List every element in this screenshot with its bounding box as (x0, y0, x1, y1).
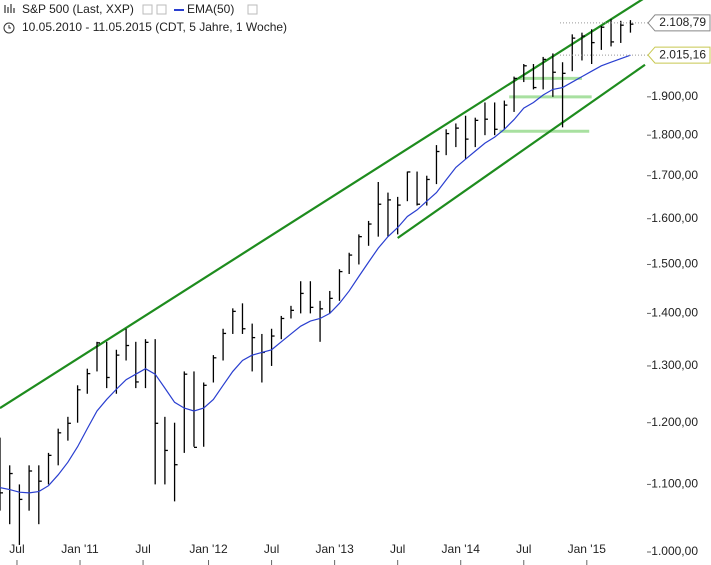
chart-icon (4, 4, 15, 13)
trend-line (397, 63, 646, 239)
price-label: 2.015,16 (659, 47, 706, 61)
x-tick-label: Jul (9, 542, 24, 556)
x-tick-label: Jul (516, 542, 531, 556)
x-tick-label: Jan '13 (315, 542, 354, 556)
clock-icon (8, 25, 11, 29)
y-tick-label: 1.300,00 (651, 358, 698, 372)
price-box (647, 14, 711, 32)
trend-line (0, 0, 644, 410)
x-tick-label: Jan '11 (61, 542, 99, 556)
y-tick-label: 1.100,00 (651, 477, 698, 491)
price-label: 2.108,79 (659, 15, 706, 29)
x-tick-label: Jan '12 (189, 542, 228, 556)
y-tick-label: 1.200,00 (651, 415, 698, 429)
y-tick-label: 1.600,00 (651, 211, 698, 225)
icon (142, 4, 153, 15)
y-tick-label: 1.800,00 (651, 127, 698, 141)
icon (247, 4, 258, 15)
x-tick-label: Jul (264, 542, 279, 556)
icon (156, 4, 167, 15)
x-tick-label: Jul (135, 542, 150, 556)
ema-line (0, 54, 631, 494)
y-tick-label: 1.400,00 (651, 306, 698, 320)
x-tick-label: Jan '14 (442, 542, 481, 556)
clock-icon (3, 22, 15, 34)
subtitle: 10.05.2010 - 11.05.2015 (CDT, 5 Jahre, 1… (22, 20, 287, 34)
price-box (647, 46, 711, 64)
y-tick-label: 1.500,00 (651, 257, 698, 271)
chart-title: S&P 500 (Last, XXP) (22, 2, 134, 16)
legend-label: EMA(50) (187, 2, 234, 16)
x-tick-label: Jan '15 (568, 542, 607, 556)
x-tick-label: Jul (390, 542, 405, 556)
y-tick-label: 1.000,00 (651, 544, 698, 558)
header: S&P 500 (Last, XXP) EMA(50) 10.05.2010 -… (3, 2, 287, 34)
y-tick-label: 1.700,00 (651, 168, 698, 182)
y-tick-label: 1.900,00 (651, 89, 698, 103)
